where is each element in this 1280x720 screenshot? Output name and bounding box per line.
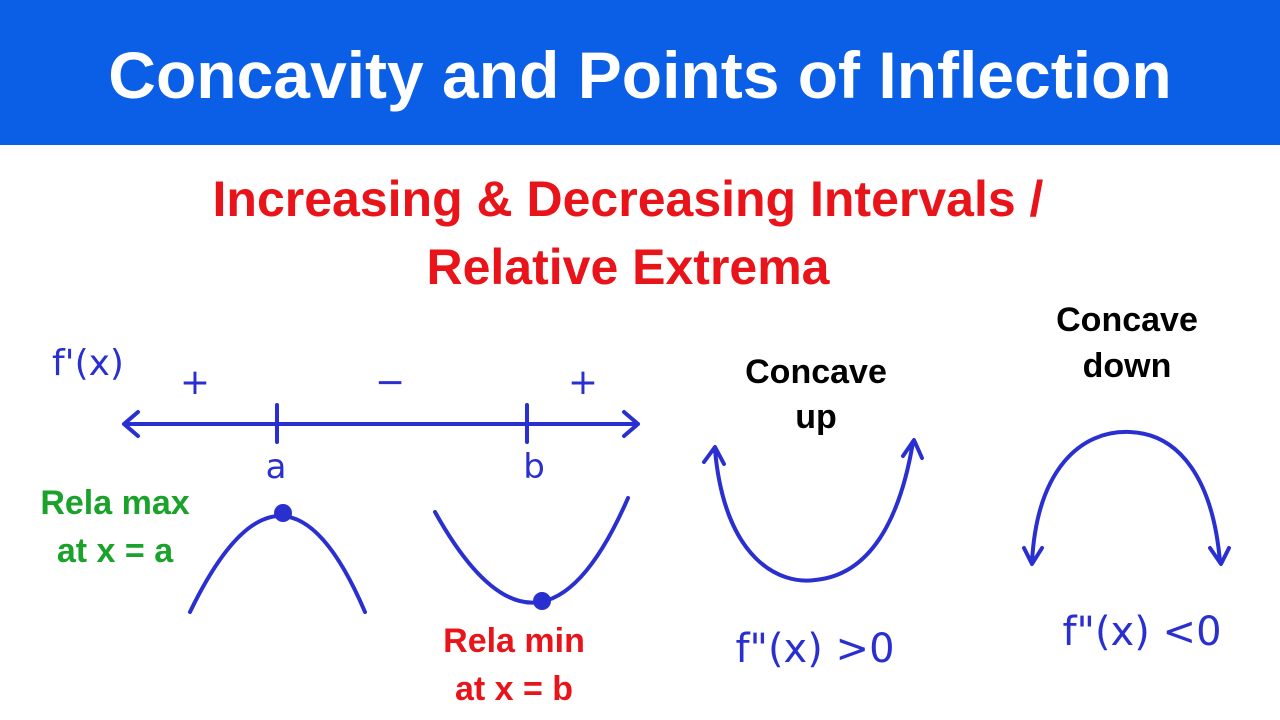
title-banner	[0, 0, 1280, 145]
subtitle-line: Increasing & Decreasing Intervals /	[213, 171, 1044, 227]
point-label: a	[266, 447, 287, 487]
max-curve	[188, 514, 367, 614]
concave-down-condition: f"(x) <0	[1062, 609, 1221, 655]
sign: −	[375, 362, 405, 403]
number-line	[122, 403, 640, 444]
concave-up-label: Concave	[745, 353, 887, 391]
derivative-label: f'(x)	[52, 343, 124, 384]
sign: +	[568, 362, 598, 403]
min-curve	[433, 496, 630, 605]
max-point	[274, 504, 292, 522]
concave-up-condition: f"(x) >0	[735, 626, 894, 672]
min-point	[533, 592, 551, 610]
max-label: Rela max	[40, 484, 189, 522]
concave-down-curve	[1022, 429, 1231, 566]
concave-down-label: down	[1083, 347, 1172, 385]
concave-down-label: Concave	[1056, 301, 1198, 339]
sign: +	[180, 362, 210, 403]
max-label: at x = a	[57, 532, 174, 570]
title: Concavity and Points of Inflection	[108, 38, 1171, 112]
min-label: at x = b	[455, 670, 573, 708]
concave-up-label: up	[795, 398, 837, 436]
min-label: Rela min	[443, 622, 585, 660]
concave-up-curve	[702, 438, 924, 583]
point-label: b	[523, 447, 545, 487]
subtitle-line: Relative Extrema	[426, 239, 830, 295]
